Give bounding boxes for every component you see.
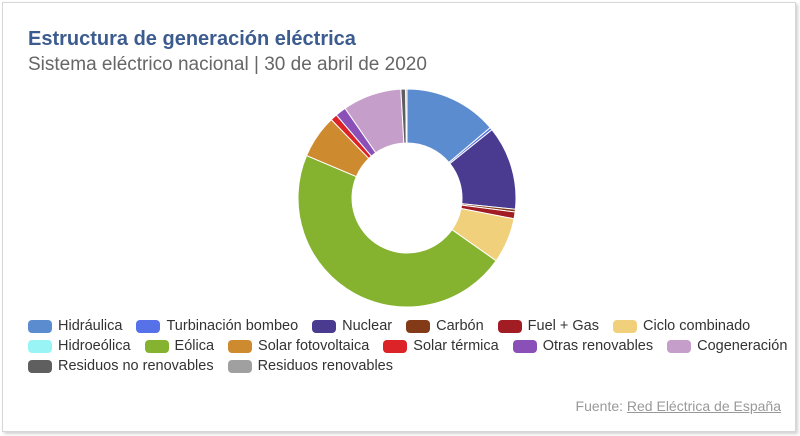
- legend-label: Cogeneración: [697, 338, 788, 354]
- legend-label: Residuos no renovables: [58, 358, 214, 374]
- legend-item[interactable]: Ciclo combinado: [613, 318, 750, 334]
- legend-label: Otras renovables: [542, 338, 654, 354]
- slice-residuos-renovables[interactable]: [405, 88, 408, 144]
- legend-swatch: [383, 339, 408, 353]
- source-link[interactable]: Red Eléctrica de España: [626, 398, 781, 414]
- legend-item[interactable]: Solar térmica: [383, 338, 499, 354]
- legend-swatch: [613, 319, 637, 333]
- legend-label: Fuel + Gas: [527, 318, 599, 334]
- legend-swatch: [28, 359, 52, 373]
- legend-swatch: [406, 319, 431, 333]
- legend-item[interactable]: Carbón: [406, 318, 484, 334]
- legend-item[interactable]: Turbinación bombeo: [136, 318, 298, 334]
- legend-label: Ciclo combinado: [643, 318, 751, 334]
- legend-label: Turbinación bombeo: [166, 318, 299, 334]
- donut-chart: [297, 88, 517, 308]
- legend-label: Nuclear: [342, 318, 393, 334]
- legend-item[interactable]: Hidroeólica: [28, 338, 131, 354]
- legend-label: Carbón: [436, 318, 484, 334]
- legend-swatch: [228, 339, 253, 353]
- chart-legend: Hidráulica Turbinación bombeo Nuclear Carbó…: [28, 316, 788, 376]
- source-note: Fuente: Red Eléctrica de España: [576, 398, 781, 414]
- legend-row: Hidráulica Turbinación bombeo Nuclear Carbó…: [28, 316, 788, 336]
- legend-label: Hidroeólica: [58, 338, 131, 354]
- legend-item[interactable]: Residuos no renovables: [28, 358, 214, 374]
- legend-swatch: [136, 319, 161, 333]
- legend-item[interactable]: Nuclear: [312, 318, 392, 334]
- legend-swatch: [28, 339, 52, 353]
- legend-item[interactable]: Fuel + Gas: [497, 318, 599, 334]
- legend-item[interactable]: Residuos renovables: [227, 358, 393, 374]
- legend-swatch: [28, 319, 52, 333]
- legend-item[interactable]: Cogeneración: [667, 338, 787, 354]
- legend-swatch: [227, 359, 252, 373]
- legend-item[interactable]: Solar fotovoltaica: [228, 338, 369, 354]
- legend-label: Hidráulica: [58, 318, 123, 334]
- legend-item[interactable]: Hidráulica: [28, 318, 122, 334]
- slice-eolica[interactable]: [297, 154, 497, 308]
- legend-label: Solar térmica: [413, 338, 499, 354]
- legend-item[interactable]: Otras renovables: [512, 338, 654, 354]
- legend-swatch: [144, 339, 169, 353]
- legend-label: Eólica: [174, 338, 215, 354]
- legend-swatch: [312, 319, 337, 333]
- chart-subtitle: Sistema eléctrico nacional | 30 de abril…: [28, 54, 427, 75]
- legend-swatch: [667, 339, 692, 353]
- legend-row: Hidroeólica Eólica Solar fotovoltaica Solar…: [28, 336, 788, 356]
- legend-label: Residuos renovables: [257, 358, 393, 374]
- chart-card: Estructura de generación eléctrica Siste…: [2, 2, 796, 432]
- source-prefix: Fuente:: [575, 398, 627, 414]
- legend-swatch: [497, 319, 522, 333]
- legend-swatch: [512, 339, 537, 353]
- chart-title: Estructura de generación eléctrica: [28, 28, 356, 50]
- legend-row: Residuos no renovables Residuos renovable…: [28, 356, 788, 376]
- legend-label: Solar fotovoltaica: [258, 338, 370, 354]
- legend-item[interactable]: Eólica: [144, 338, 215, 354]
